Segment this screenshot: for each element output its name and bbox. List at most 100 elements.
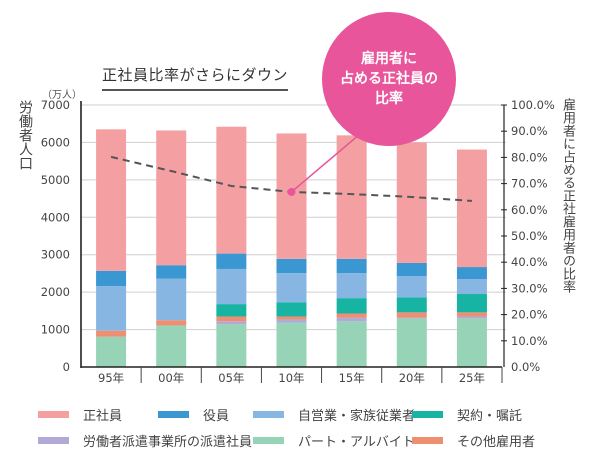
legend-item-self_employed: 自営業・家族従業者: [253, 405, 415, 424]
y2-tick-label: 100.0%: [511, 98, 555, 112]
bar-segment-self_employed: [456, 279, 487, 295]
legend-swatch: [38, 437, 69, 444]
x-tick-label: 10年: [278, 371, 304, 385]
bar-segment-part_time: [336, 321, 367, 367]
y-tick-label: 1000: [41, 323, 70, 337]
legend-label: パート・アルバイト: [298, 435, 415, 450]
y2-tick-label: 20.0%: [511, 308, 548, 322]
bar-segment-dispatch: [336, 317, 367, 322]
y-axis-unit: （万人）: [42, 90, 82, 101]
left-axis-ticks: 0 1000 2000 3000 4000 5000 6000 7000: [41, 98, 70, 374]
bar-segment-executive: [336, 258, 367, 274]
bar-segment-regular: [276, 133, 307, 259]
bar-segment-other: [276, 316, 307, 320]
bar-segment-executive: [396, 262, 427, 277]
legend-swatch: [412, 411, 443, 418]
y-axis-label-left: 労働者人口: [17, 100, 33, 170]
legend-swatch: [253, 437, 284, 444]
legend-label: その他雇用者: [457, 435, 536, 450]
x-tick-label: 20年: [399, 371, 425, 385]
bar-segment-other: [96, 330, 127, 337]
bar-segment-part_time: [156, 325, 187, 367]
bar-segment-part_time: [276, 322, 307, 367]
legend-swatch: [253, 411, 284, 418]
legend-swatch: [158, 411, 189, 418]
callout-bubble: 雇用者に 占める正社員の 比率: [322, 12, 456, 146]
bar-segment-regular: [216, 126, 247, 254]
y-tick-label: 6000: [41, 135, 70, 149]
chart-title: 正社員比率がさらにダウン: [102, 64, 289, 91]
callout-line-3: 比率: [375, 91, 403, 107]
bar-segment-dispatch: [456, 316, 487, 319]
legend-item-regular: 正社員: [38, 405, 122, 424]
y-tick-label: 7000: [41, 98, 70, 112]
y-axis-label-right: 雇用者に占める正社雇用者の比率: [560, 98, 575, 293]
bar-segment-self_employed: [336, 273, 367, 299]
callout-line-1: 雇用者に: [361, 51, 417, 67]
legend-item-contract: 契約・嘱託: [412, 405, 522, 424]
legend-item-part_time: パート・アルバイト: [253, 431, 415, 450]
legend-label: 役員: [203, 409, 230, 424]
callout-marker: [287, 187, 296, 196]
legend-item-other: その他雇用者: [412, 431, 535, 450]
chart-canvas: 0 1000 2000 3000 4000 5000 6000 7000 0.0% 10.0% 2…: [41, 98, 555, 385]
y2-tick-label: 80.0%: [511, 150, 548, 164]
bar-segment-dispatch: [216, 321, 247, 325]
y2-tick-label: 10.0%: [511, 334, 548, 348]
legend-label: 契約・嘱託: [457, 409, 523, 424]
bar-segment-other: [216, 316, 247, 322]
y2-tick-label: 90.0%: [511, 124, 548, 138]
bar-segment-other: [336, 313, 367, 318]
bar-segment-part_time: [456, 318, 487, 367]
bar-segment-other: [156, 320, 187, 326]
legend-label: 労働者派遣事業所の派遣社員: [83, 435, 253, 450]
bar-segment-self_employed: [396, 276, 427, 298]
legend-item-dispatch: 労働者派遣事業所の派遣社員: [38, 431, 252, 450]
bar-segment-regular: [396, 142, 427, 263]
x-tick-label: 25年: [459, 371, 485, 385]
bar-segment-contract: [336, 298, 367, 314]
x-tick-label: 05年: [218, 371, 244, 385]
bar-segment-self_employed: [96, 286, 127, 331]
bar-segment-self_employed: [276, 273, 307, 303]
callout-line-2: 占める正社員の: [340, 71, 438, 87]
y2-tick-label: 30.0%: [511, 281, 548, 295]
bar-segment-self_employed: [216, 268, 247, 305]
bar-segment-executive: [216, 253, 247, 269]
y-tick-label: 0: [63, 360, 70, 374]
bar-segment-dispatch: [396, 317, 427, 319]
bar-segment-executive: [156, 265, 187, 279]
legend-label: 自営業・家族従業者: [298, 409, 416, 424]
callout-connector: [291, 133, 361, 193]
legend-label: 正社員: [83, 409, 123, 424]
y-tick-label: 2000: [41, 285, 70, 299]
bar-segment-executive: [96, 270, 127, 287]
bar-segment-regular: [456, 149, 487, 268]
right-axis-ticks: 0.0% 10.0% 20.0% 30.0% 40.0% 50.0% 60.0% 70.0% 8…: [501, 98, 555, 374]
y2-tick-label: 40.0%: [511, 255, 548, 269]
bar-segment-self_employed: [156, 278, 187, 321]
bar-segment-dispatch: [276, 319, 307, 323]
x-axis-ticks: 95年 00年 05年 10年 15年 20年 25年: [98, 367, 503, 385]
x-tick-label: 95年: [98, 371, 124, 385]
bar-segment-executive: [276, 258, 307, 274]
legend-swatch: [38, 411, 69, 418]
bar-segment-part_time: [216, 324, 247, 367]
bar-segment-other: [396, 312, 427, 318]
bar-segment-contract: [216, 304, 247, 317]
bar-segment-regular: [96, 129, 127, 271]
bar-segment-regular: [336, 135, 367, 259]
stacked-bars: [96, 126, 487, 367]
y2-tick-label: 60.0%: [511, 203, 548, 217]
legend-item-executive: 役員: [158, 405, 229, 424]
x-tick-label: 15年: [339, 371, 365, 385]
y2-tick-label: 0.0%: [511, 360, 540, 374]
bar-segment-executive: [456, 267, 487, 280]
y2-tick-label: 50.0%: [511, 229, 548, 243]
bar-segment-contract: [396, 297, 427, 313]
bar-segment-other: [456, 312, 487, 317]
y-tick-label: 5000: [41, 173, 70, 187]
y-tick-label: 4000: [41, 210, 70, 224]
bar-segment-contract: [276, 302, 307, 317]
bar-segment-regular: [156, 130, 187, 266]
